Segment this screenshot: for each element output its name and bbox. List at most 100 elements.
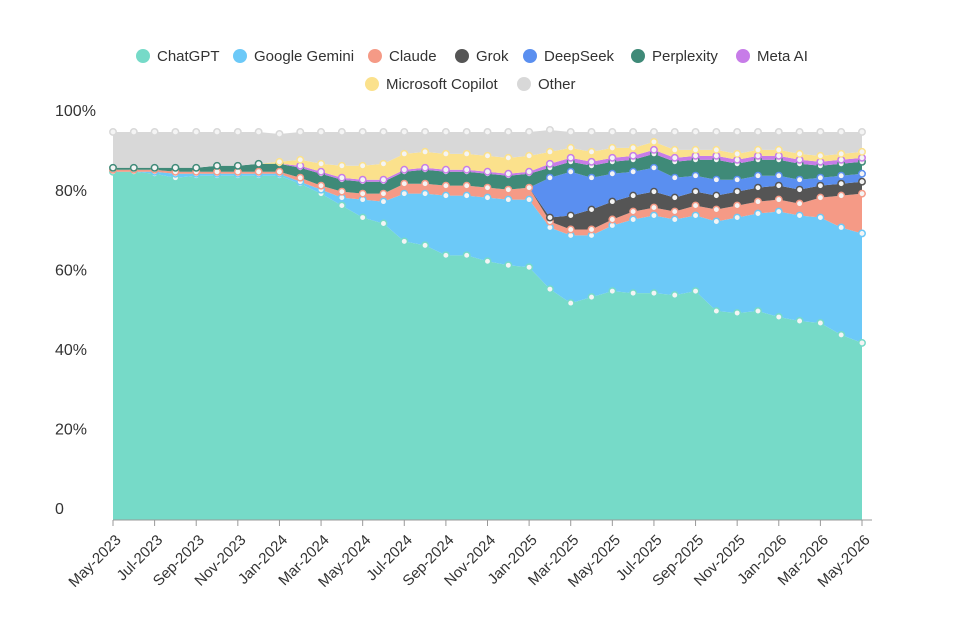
point xyxy=(712,191,721,200)
point xyxy=(816,151,825,160)
point xyxy=(317,159,326,168)
point xyxy=(441,191,450,200)
point xyxy=(837,191,846,200)
point xyxy=(400,128,409,136)
point xyxy=(462,128,471,136)
point xyxy=(587,225,596,234)
point xyxy=(754,171,762,180)
point xyxy=(504,128,513,136)
y-tick-label: 80% xyxy=(55,183,87,200)
point xyxy=(525,195,534,204)
point xyxy=(733,309,742,317)
legend-label: ChatGPT xyxy=(157,48,220,65)
point xyxy=(400,189,409,198)
point xyxy=(670,215,679,224)
point xyxy=(858,338,866,347)
point xyxy=(150,163,159,172)
legend-swatch xyxy=(368,49,382,63)
point xyxy=(254,167,263,176)
point xyxy=(733,201,742,210)
point xyxy=(337,201,346,210)
point xyxy=(795,185,804,194)
point xyxy=(608,143,617,152)
point xyxy=(545,173,554,182)
point xyxy=(733,128,742,136)
point xyxy=(754,307,762,315)
point xyxy=(379,159,388,168)
point xyxy=(795,128,804,136)
point xyxy=(545,147,554,156)
point xyxy=(608,128,617,136)
point xyxy=(254,128,263,136)
point xyxy=(233,128,242,136)
point xyxy=(504,261,513,270)
point xyxy=(712,175,721,184)
point xyxy=(421,128,430,136)
point xyxy=(649,187,658,196)
point xyxy=(629,167,638,176)
point xyxy=(483,257,492,266)
point xyxy=(483,151,492,160)
point xyxy=(670,291,679,300)
point xyxy=(587,147,596,156)
point xyxy=(733,175,742,184)
point xyxy=(462,251,471,260)
point xyxy=(129,128,138,136)
point xyxy=(649,211,658,220)
point xyxy=(858,177,866,186)
point xyxy=(691,145,700,154)
point xyxy=(691,287,700,296)
point xyxy=(691,187,700,196)
point xyxy=(400,165,409,174)
point xyxy=(754,145,762,154)
point xyxy=(670,207,679,216)
point xyxy=(587,157,596,166)
point xyxy=(837,223,846,232)
area xyxy=(113,171,862,520)
point xyxy=(358,213,367,222)
point xyxy=(587,173,596,182)
point xyxy=(379,128,388,136)
point xyxy=(400,149,409,158)
point xyxy=(192,163,201,172)
legend-label: Microsoft Copilot xyxy=(386,76,499,93)
point xyxy=(670,128,679,136)
point xyxy=(275,129,284,138)
point xyxy=(525,167,534,176)
legend-label: Claude xyxy=(389,48,437,65)
point xyxy=(504,153,513,162)
point xyxy=(545,159,554,168)
point xyxy=(525,151,534,160)
point xyxy=(629,215,638,224)
y-tick-label: 0 xyxy=(55,501,64,518)
point xyxy=(109,128,117,136)
point xyxy=(441,165,450,174)
point xyxy=(816,319,825,327)
legend-swatch xyxy=(136,49,150,63)
point xyxy=(629,207,638,216)
point xyxy=(504,169,513,178)
point xyxy=(837,171,846,180)
point xyxy=(712,145,721,154)
point xyxy=(858,128,866,136)
point xyxy=(400,237,409,246)
point xyxy=(774,195,783,204)
point xyxy=(670,193,679,202)
point xyxy=(483,193,492,202)
point xyxy=(109,163,117,172)
point xyxy=(337,187,346,196)
point xyxy=(358,161,367,170)
point xyxy=(816,193,825,202)
point xyxy=(712,217,721,226)
point xyxy=(629,128,638,136)
point xyxy=(317,167,326,176)
point xyxy=(858,147,866,156)
point xyxy=(379,175,388,184)
point xyxy=(421,189,430,198)
point xyxy=(337,128,346,136)
point xyxy=(816,173,825,182)
point xyxy=(441,149,450,158)
point xyxy=(150,128,159,136)
point xyxy=(608,169,617,178)
legend-swatch xyxy=(517,77,531,91)
